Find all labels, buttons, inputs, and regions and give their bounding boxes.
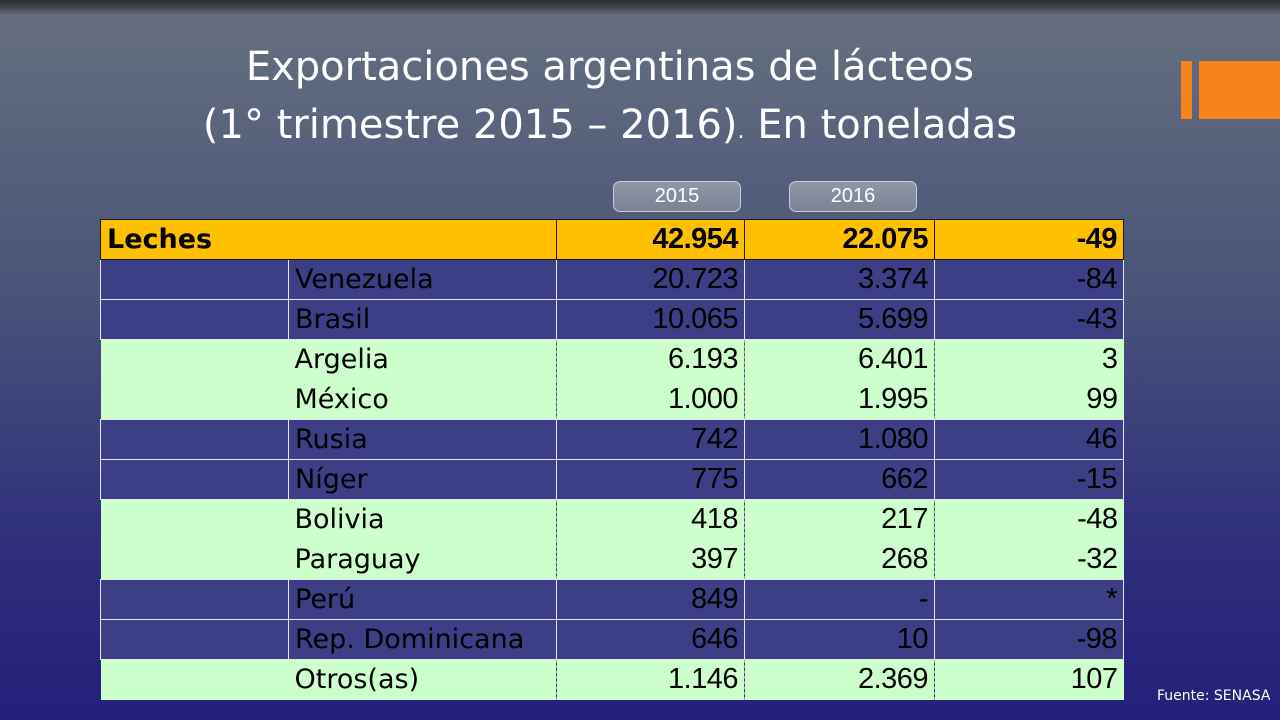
cell-variation: -84 — [934, 259, 1125, 300]
cell-2016: - — [744, 579, 936, 620]
country-name: Venezuela — [287, 259, 558, 300]
table-row-leches: Leches 42.954 22.075 -49 — [99, 219, 1125, 260]
indent-cell — [100, 659, 289, 700]
cell-variation: -48 — [934, 499, 1124, 540]
cell-variation: -43 — [934, 299, 1125, 340]
table-row: Níger 775 662 -15 — [100, 459, 1125, 500]
cell-2015: 42.954 — [556, 219, 746, 260]
table-row: Brasil 10.065 5.699 -43 — [100, 299, 1125, 340]
table-row: Otros(as) 1.146 2.369 107 — [100, 659, 1124, 700]
category-label: Leches — [99, 219, 558, 260]
cell-variation: 99 — [934, 379, 1124, 420]
country-name: Paraguay — [288, 539, 557, 580]
accent-bar-thick — [1199, 61, 1280, 119]
indent-cell — [100, 299, 289, 340]
cell-2016: 1.995 — [744, 379, 935, 420]
cell-variation: -49 — [934, 219, 1125, 260]
country-name: Argelia — [288, 339, 557, 380]
title-line-2-suffix: En toneladas — [744, 102, 1018, 148]
country-name: Perú — [287, 579, 558, 620]
indent-cell — [100, 339, 289, 380]
country-name: Bolivia — [288, 499, 557, 540]
cell-2015: 1.146 — [556, 659, 745, 700]
cell-variation: -98 — [934, 619, 1125, 660]
country-name: Brasil — [287, 299, 558, 340]
cell-variation: 3 — [934, 339, 1124, 380]
country-name: Níger — [287, 459, 558, 500]
table-row: Rep. Dominicana 646 10 -98 — [100, 619, 1125, 660]
table-row: México 1.000 1.995 99 — [100, 379, 1124, 420]
indent-cell — [100, 499, 289, 540]
cell-2016: 217 — [744, 499, 935, 540]
cell-2015: 742 — [556, 419, 746, 460]
accent-bar-thin — [1181, 61, 1192, 119]
cell-2015: 10.065 — [556, 299, 746, 340]
table-row: Rusia 742 1.080 46 — [100, 419, 1125, 460]
cell-variation: * — [934, 579, 1125, 620]
slide-title: Exportaciones argentinas de lácteos (1° … — [130, 38, 1090, 161]
cell-variation: 46 — [934, 419, 1125, 460]
indent-cell — [100, 619, 289, 660]
cell-2016: 10 — [744, 619, 936, 660]
table-row: Bolivia 418 217 -48 — [100, 499, 1124, 540]
table-row: Argelia 6.193 6.401 3 — [100, 339, 1124, 380]
table-row: Perú 849- * — [100, 579, 1125, 620]
country-name: México — [288, 379, 557, 420]
cell-2015: 397 — [556, 539, 745, 580]
cell-2016: 2.369 — [744, 659, 935, 700]
table-row: Paraguay 397 268 -32 — [100, 539, 1124, 580]
title-line-2-main: (1° trimestre 2015 – 2016) — [202, 102, 738, 148]
title-line-1: Exportaciones argentinas de lácteos — [245, 44, 975, 90]
indent-cell — [100, 539, 289, 580]
title-line-2: (1° trimestre 2015 – 2016). En toneladas — [130, 96, 1090, 161]
cell-2016: 22.075 — [744, 219, 936, 260]
cell-2015: 646 — [556, 619, 746, 660]
cell-variation: -32 — [934, 539, 1124, 580]
indent-cell — [100, 419, 289, 460]
indent-cell — [100, 259, 289, 300]
cell-2016: 662 — [744, 459, 936, 500]
cell-2015: 418 — [556, 499, 745, 540]
top-bar — [0, 0, 1280, 14]
cell-2016: 3.374 — [744, 259, 936, 300]
country-name: Rusia — [287, 419, 558, 460]
indent-cell — [100, 379, 289, 420]
exports-table: Leches 42.954 22.075 -49 Venezuela 20.723… — [99, 219, 1125, 700]
title-line-2-dot: . — [737, 119, 745, 144]
country-name: Otros(as) — [288, 659, 557, 700]
source-note: Fuente: SENASA — [1157, 688, 1271, 704]
cell-2015: 20.723 — [556, 259, 746, 300]
cell-2016: 1.080 — [744, 419, 936, 460]
cell-2016: 268 — [744, 539, 935, 580]
cell-variation: -15 — [934, 459, 1125, 500]
country-name: Rep. Dominicana — [287, 619, 558, 660]
table-row: Venezuela 20.723 3.374 -84 — [100, 259, 1125, 300]
cell-2015: 775 — [556, 459, 746, 500]
indent-cell — [100, 459, 289, 500]
cell-2015: 1.000 — [556, 379, 745, 420]
cell-2015: 6.193 — [556, 339, 745, 380]
year-tab-2015: 2015 — [613, 181, 741, 212]
cell-2016: 5.699 — [744, 299, 936, 340]
cell-variation: 107 — [934, 659, 1124, 700]
indent-cell — [100, 579, 289, 620]
cell-2015: 849 — [556, 579, 746, 620]
cell-2016: 6.401 — [744, 339, 935, 380]
year-tab-2016: 2016 — [789, 181, 917, 212]
